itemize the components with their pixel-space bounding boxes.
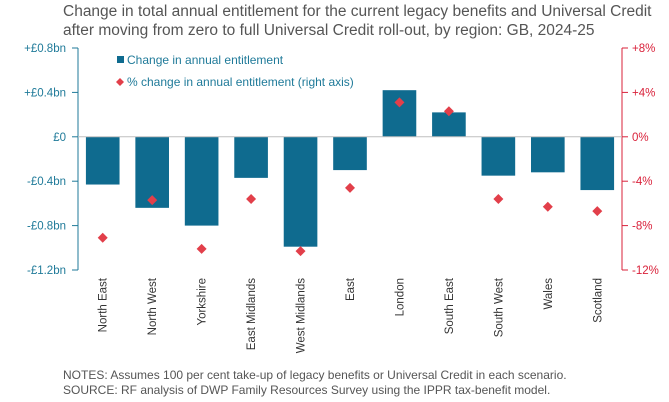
category-label: Yorkshire xyxy=(197,278,209,326)
marker xyxy=(592,206,603,217)
bar xyxy=(283,136,318,247)
marker xyxy=(542,201,553,212)
category-label: North West xyxy=(147,277,159,335)
marker xyxy=(295,246,306,257)
bar xyxy=(432,112,466,137)
chart-title: Change in total annual entitlement for t… xyxy=(63,3,652,39)
right-tick-label: +8% xyxy=(632,43,655,55)
bar xyxy=(382,90,417,137)
left-tick-label: -£0.4bn xyxy=(27,176,66,188)
bar xyxy=(234,136,268,178)
category-label: South West xyxy=(493,277,505,337)
left-tick-label: -£0.8bn xyxy=(27,221,66,233)
legend: Change in annual entitlement % change in… xyxy=(116,53,354,89)
right-tick-label: -12% xyxy=(632,265,659,277)
marker xyxy=(196,243,207,254)
notes: NOTES: Assumes 100 per cent take-up of l… xyxy=(63,368,663,397)
marker xyxy=(394,97,405,108)
category-label: East xyxy=(345,277,357,301)
bar-series xyxy=(85,90,615,247)
category-label: West Midlands xyxy=(296,278,308,353)
marker xyxy=(443,106,454,117)
marker xyxy=(246,193,257,204)
right-axis: +8% +4% 0% -4% -8% -12% xyxy=(621,43,659,277)
bar xyxy=(580,136,615,191)
right-tick-label: +4% xyxy=(632,87,655,99)
category-label: East Midlands xyxy=(246,278,258,350)
bar xyxy=(85,136,120,185)
left-tick-label: £0 xyxy=(53,132,66,144)
bar xyxy=(531,136,565,173)
notes-line: NOTES: Assumes 100 per cent take-up of l… xyxy=(63,368,567,382)
legend-bar-swatch xyxy=(117,56,124,63)
right-tick-label: 0% xyxy=(632,132,649,144)
left-axis: +£0.8bn +£0.4bn £0 -£0.4bn -£0.8bn -£1.2bn xyxy=(24,43,79,277)
source-line: SOURCE: RF analysis of DWP Family Resour… xyxy=(63,382,551,397)
marker-series xyxy=(97,97,603,257)
category-label: South East xyxy=(444,277,456,334)
marker xyxy=(345,182,355,193)
bar xyxy=(333,136,367,171)
legend-marker-label: % change in annual entitlement (right ax… xyxy=(127,75,354,89)
marker xyxy=(97,232,108,243)
marker xyxy=(147,195,158,206)
left-tick-label: -£1.2bn xyxy=(27,265,66,277)
left-tick-label: +£0.8bn xyxy=(24,43,66,55)
bar xyxy=(481,136,516,176)
marker xyxy=(493,193,504,204)
right-tick-label: -8% xyxy=(632,221,652,233)
category-labels: North East North West Yorkshire East Midlan… xyxy=(98,277,605,353)
category-label: North East xyxy=(98,277,110,332)
category-label: London xyxy=(394,278,406,316)
legend-marker-swatch xyxy=(116,78,124,86)
category-label: Scotland xyxy=(592,278,604,323)
bar xyxy=(184,136,219,226)
category-label: Wales xyxy=(543,278,555,310)
left-tick-label: +£0.4bn xyxy=(24,87,66,99)
right-tick-label: -4% xyxy=(632,176,652,188)
legend-bar-label: Change in annual entitlement xyxy=(127,53,284,67)
